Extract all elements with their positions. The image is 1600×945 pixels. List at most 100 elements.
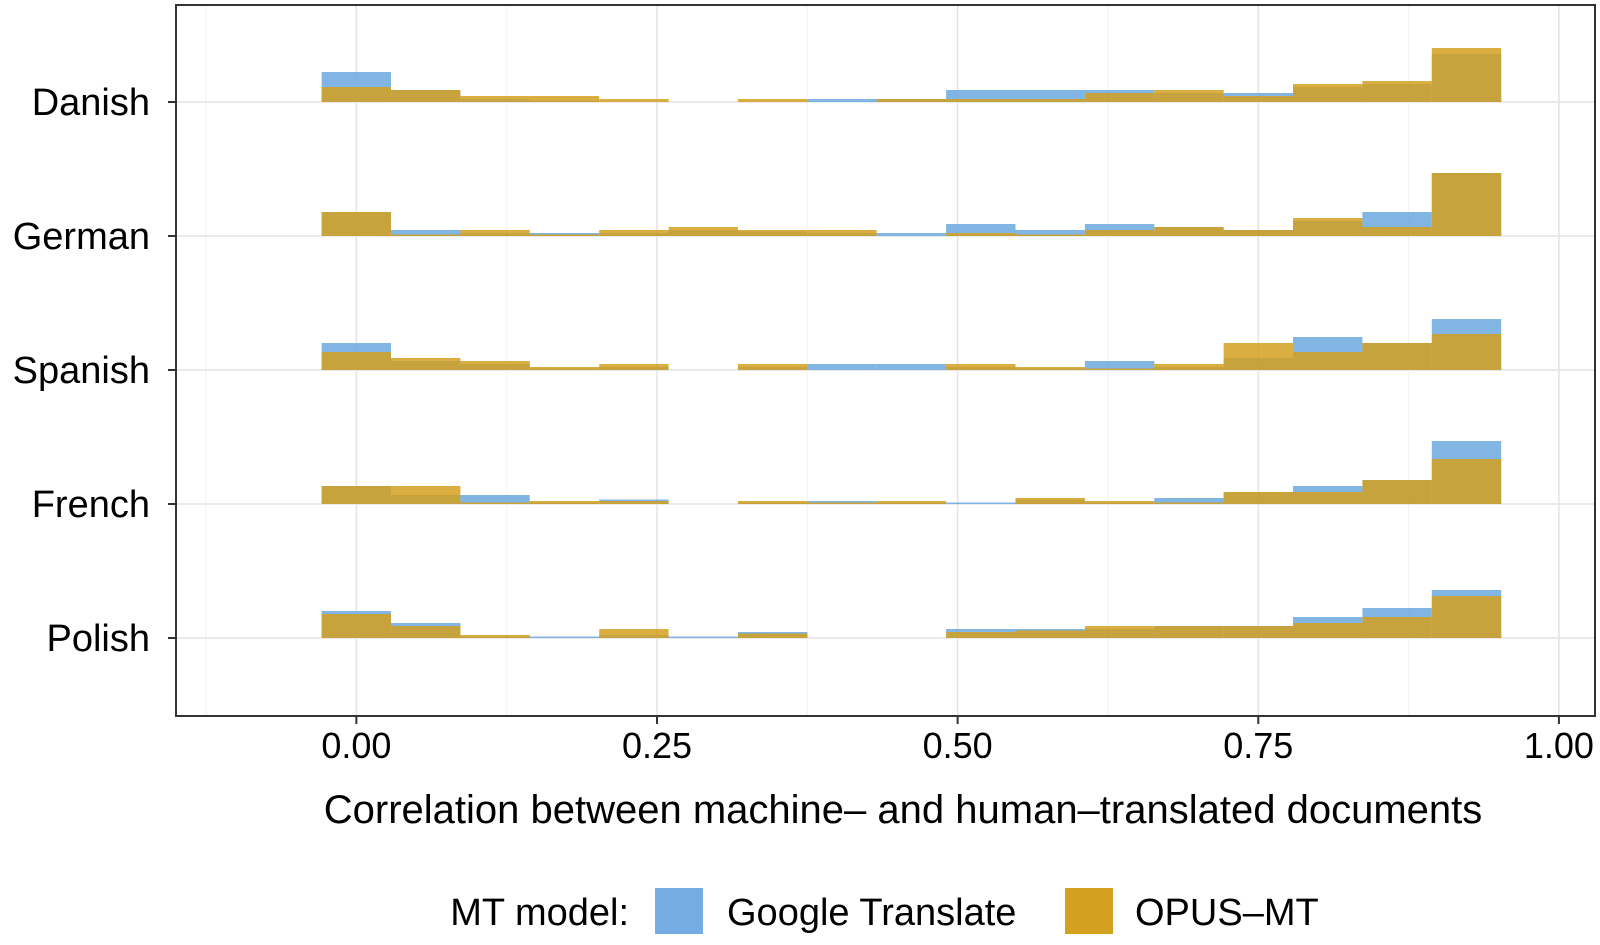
bar-opus-mt-french-bin-1: [391, 486, 461, 504]
bar-opus-mt-danish-bin-14: [1293, 84, 1363, 102]
y-tick-label-german: German: [13, 216, 150, 258]
bar-opus-mt-polish-bin-16: [1431, 596, 1502, 638]
bar-opus-mt-french-bin-0: [321, 486, 392, 504]
bar-opus-mt-french-bin-4: [599, 501, 669, 504]
x-tick-label-2: 0.50: [923, 725, 993, 766]
bar-opus-mt-polish-bin-6: [737, 633, 808, 638]
y-tick-label-polish: Polish: [47, 618, 151, 660]
bar-opus-mt-danish-bin-13: [1223, 96, 1294, 102]
x-tick-label-1: 0.25: [622, 725, 692, 766]
bar-opus-mt-polish-bin-11: [1084, 626, 1155, 638]
bar-google-translate-polish-bin-5: [668, 636, 738, 638]
bar-opus-mt-german-bin-7: [807, 230, 877, 236]
bar-opus-mt-german-bin-4: [599, 230, 669, 236]
plot-panel-border: [175, 4, 1596, 717]
bar-opus-mt-french-bin-6: [737, 501, 808, 504]
bar-opus-mt-danish-bin-16: [1431, 48, 1502, 102]
bar-google-translate-french-bin-2: [460, 495, 530, 504]
bar-google-translate-german-bin-1: [391, 230, 461, 236]
bar-google-translate-german-bin-8: [876, 233, 947, 236]
x-axis-title: Correlation between machine– and human–t…: [324, 788, 1483, 832]
bar-opus-mt-polish-bin-2: [460, 635, 530, 638]
bar-opus-mt-german-bin-5: [668, 227, 738, 236]
bar-opus-mt-spanish-bin-13: [1223, 343, 1294, 370]
legend-swatch-google-translate: [655, 888, 703, 934]
bar-opus-mt-polish-bin-9: [946, 632, 1016, 638]
bar-opus-mt-french-bin-3: [529, 501, 600, 504]
bar-opus-mt-spanish-bin-0: [321, 352, 392, 370]
bar-opus-mt-danish-bin-11: [1084, 93, 1155, 102]
bar-opus-mt-danish-bin-3: [529, 96, 600, 102]
bar-opus-mt-spanish-bin-6: [737, 364, 808, 370]
bar-opus-mt-german-bin-16: [1431, 173, 1502, 236]
bar-google-translate-polish-bin-3: [529, 636, 600, 638]
legend-label-google-translate: Google Translate: [727, 892, 1016, 934]
bar-opus-mt-danish-bin-8: [876, 99, 947, 102]
legend-label-opus-mt: OPUS–MT: [1135, 892, 1319, 934]
bar-opus-mt-polish-bin-14: [1293, 623, 1363, 638]
bar-opus-mt-german-bin-2: [460, 230, 530, 236]
bar-opus-mt-german-bin-0: [321, 212, 392, 236]
bar-opus-mt-spanish-bin-3: [529, 367, 600, 370]
bar-google-translate-spanish-bin-11: [1084, 361, 1155, 370]
bar-opus-mt-spanish-bin-4: [599, 364, 669, 370]
bar-opus-mt-french-bin-15: [1362, 480, 1432, 504]
bar-opus-mt-german-bin-11: [1084, 230, 1155, 236]
bar-opus-mt-french-bin-12: [1154, 502, 1224, 504]
bar-google-translate-spanish-bin-7: [807, 364, 877, 370]
x-tick-label-0: 0.00: [321, 725, 391, 766]
legend-swatch-opus-mt: [1065, 888, 1113, 934]
bar-opus-mt-polish-bin-0: [321, 614, 392, 638]
bar-opus-mt-german-bin-3: [529, 234, 600, 236]
bar-opus-mt-spanish-bin-10: [1015, 367, 1085, 370]
x-tick-label-4: 1.00: [1524, 725, 1594, 766]
series-opus-mt: [321, 48, 1502, 638]
bar-opus-mt-spanish-bin-14: [1293, 352, 1363, 370]
bar-google-translate-french-bin-9: [946, 502, 1016, 504]
bar-opus-mt-danish-bin-12: [1154, 90, 1224, 102]
legend-title: MT model:: [450, 892, 629, 934]
bar-opus-mt-spanish-bin-1: [391, 358, 461, 370]
bar-opus-mt-danish-bin-9: [946, 99, 1016, 102]
bar-opus-mt-german-bin-9: [946, 233, 1016, 236]
bar-opus-mt-german-bin-15: [1362, 227, 1432, 236]
bar-opus-mt-french-bin-7: [807, 502, 877, 504]
bar-opus-mt-spanish-bin-12: [1154, 364, 1224, 370]
bar-opus-mt-german-bin-10: [1015, 234, 1085, 236]
bar-opus-mt-german-bin-6: [737, 230, 808, 236]
bar-opus-mt-polish-bin-4: [599, 629, 669, 638]
bar-opus-mt-polish-bin-15: [1362, 617, 1432, 638]
bar-opus-mt-polish-bin-1: [391, 626, 461, 638]
bar-opus-mt-danish-bin-10: [1015, 99, 1085, 102]
bar-opus-mt-danish-bin-4: [599, 99, 669, 102]
bar-opus-mt-danish-bin-15: [1362, 81, 1432, 102]
bar-google-translate-french-bin-12: [1154, 498, 1224, 504]
bar-opus-mt-german-bin-1: [391, 234, 461, 236]
bar-opus-mt-danish-bin-0: [321, 87, 392, 102]
bar-opus-mt-french-bin-14: [1293, 492, 1363, 504]
bar-google-translate-danish-bin-7: [807, 99, 877, 102]
bar-opus-mt-spanish-bin-11: [1084, 368, 1155, 370]
legend: MT model: Google Translate OPUS–MT: [450, 888, 1319, 934]
x-axis: 0.00 0.25 0.50 0.75 1.00: [321, 716, 1594, 766]
x-tick-label-3: 0.75: [1223, 725, 1293, 766]
bar-opus-mt-polish-bin-12: [1154, 626, 1224, 638]
bar-opus-mt-german-bin-14: [1293, 218, 1363, 236]
y-tick-label-spanish: Spanish: [13, 350, 150, 392]
bar-opus-mt-french-bin-11: [1084, 501, 1155, 504]
bar-opus-mt-french-bin-8: [876, 501, 947, 504]
bar-opus-mt-spanish-bin-9: [946, 364, 1016, 370]
bar-opus-mt-spanish-bin-2: [460, 361, 530, 370]
bar-opus-mt-french-bin-10: [1015, 498, 1085, 504]
bar-opus-mt-german-bin-13: [1223, 230, 1294, 236]
histogram-bars: [321, 48, 1502, 638]
bar-opus-mt-danish-bin-1: [391, 90, 461, 102]
bar-opus-mt-polish-bin-13: [1223, 626, 1294, 638]
bar-opus-mt-french-bin-13: [1223, 492, 1294, 504]
bar-opus-mt-polish-bin-10: [1015, 630, 1085, 638]
y-tick-label-french: French: [32, 484, 150, 526]
bar-opus-mt-danish-bin-2: [460, 96, 530, 102]
bar-opus-mt-french-bin-16: [1431, 459, 1502, 504]
bar-opus-mt-spanish-bin-15: [1362, 343, 1432, 370]
